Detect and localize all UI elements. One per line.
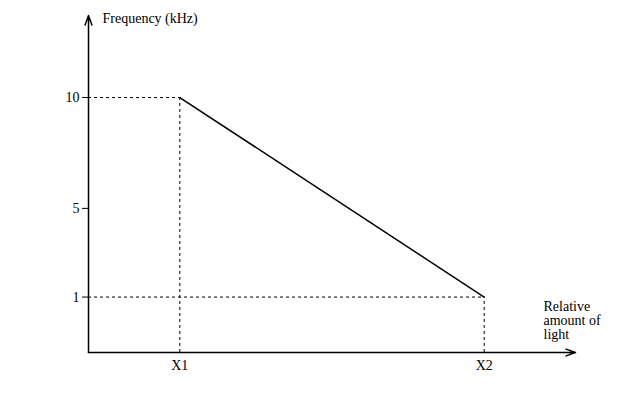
svg-text:X2: X2 [476, 358, 493, 373]
svg-text:Frequency (kHz): Frequency (kHz) [103, 11, 199, 27]
svg-text:1: 1 [73, 290, 80, 305]
svg-text:X1: X1 [171, 358, 188, 373]
svg-text:5: 5 [73, 201, 80, 216]
svg-text:10: 10 [66, 90, 80, 105]
svg-text:Relativeamount oflight: Relativeamount oflight [544, 299, 601, 342]
